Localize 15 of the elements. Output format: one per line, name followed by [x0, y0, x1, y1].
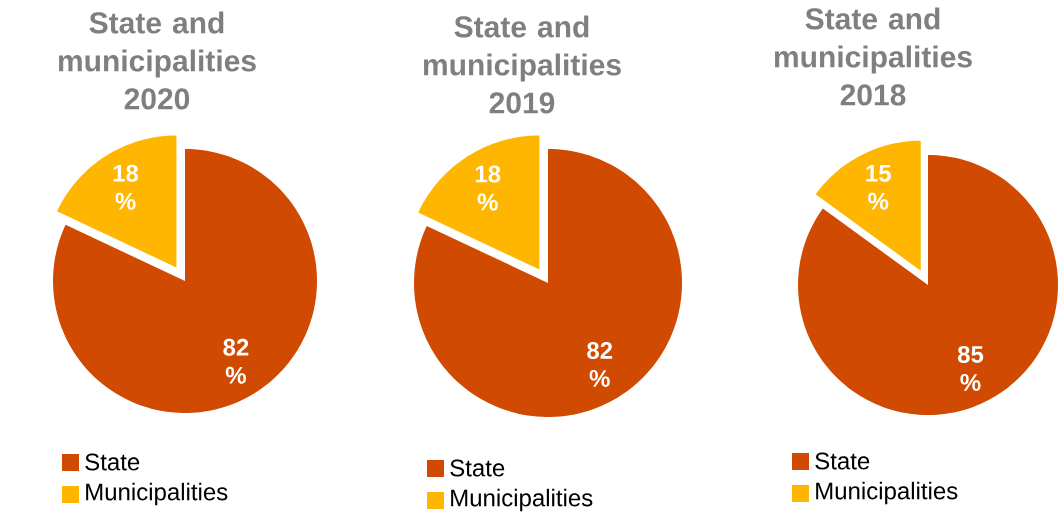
legend-label: State — [815, 452, 870, 470]
data-label: 82 % — [223, 338, 249, 384]
legend-label: Municipalities — [86, 482, 228, 506]
data-label: 15 % — [866, 164, 891, 210]
legend-label: Municipalities — [451, 488, 593, 512]
chart-title: State and municipalities 2020 — [58, 11, 256, 110]
legend-label: State — [450, 459, 505, 477]
data-label: 18 % — [113, 164, 139, 210]
legend-label: Municipalities — [816, 481, 958, 505]
data-label: 82 % — [587, 341, 613, 387]
chart-title: State and municipalities 2018 — [774, 7, 972, 106]
chart-title: State and municipalities 2019 — [423, 15, 621, 114]
data-label: 85 % — [957, 345, 984, 391]
legend-label: State — [85, 453, 140, 471]
data-label: 18 % — [475, 165, 501, 211]
